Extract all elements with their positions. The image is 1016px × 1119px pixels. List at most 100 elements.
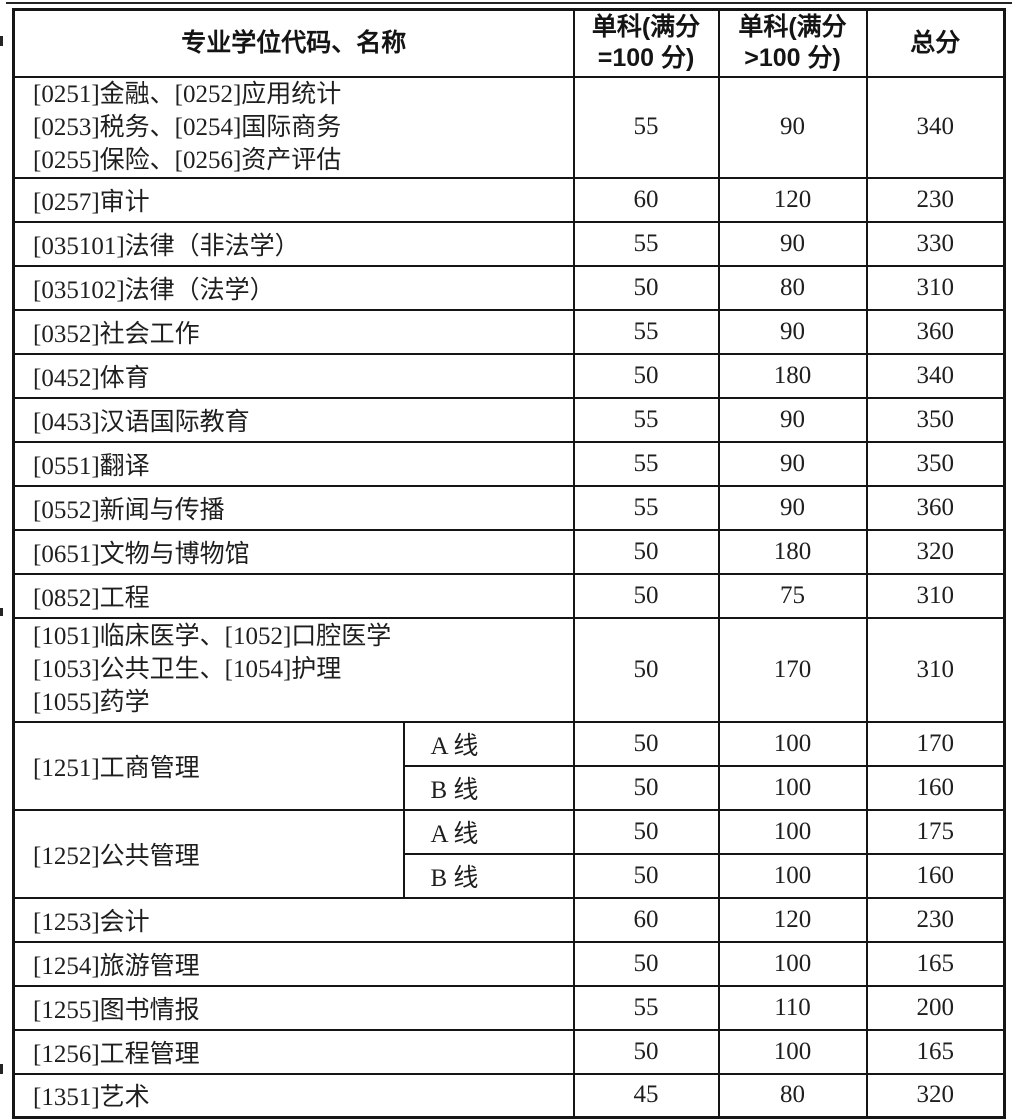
table-row: [035101]法律（非法学） 55 90 330 xyxy=(12,220,1006,267)
degree-name-line: [0253]税务、[0254]国际商务 xyxy=(33,113,342,141)
degree-name-cell: [0257]审计 xyxy=(12,176,575,223)
degree-name-cell: [1255]图书情报 xyxy=(12,984,575,1031)
score-cell-single-gt: 100 xyxy=(717,808,868,855)
score-cell-single-eq: 50 xyxy=(572,616,720,723)
table-row: B 线 50 100 160 xyxy=(14,852,1006,899)
degree-name-line: [1053]公共卫生、[1054]护理 xyxy=(33,656,342,683)
degree-name-cell: [0453]汉语国际教育 xyxy=(12,396,575,443)
score-cell-single-gt: 100 xyxy=(717,940,868,987)
degree-name-cell: [0552]新闻与传播 xyxy=(12,484,575,531)
degree-name-cell: [1051]临床医学、[1052]口腔医学 [1053]公共卫生、[1054]护… xyxy=(12,616,575,723)
score-cell-single-gt: 120 xyxy=(717,896,868,943)
table-row: [1252]公共管理 A 线 50 100 175 xyxy=(12,808,1006,899)
degree-name-line: [0255]保险、[0256]资产评估 xyxy=(33,146,342,174)
score-cell-single-gt: 90 xyxy=(717,220,868,267)
score-cell-single-eq: 50 xyxy=(572,572,720,619)
score-cell-total: 350 xyxy=(865,396,1006,443)
score-cell-single-gt: 180 xyxy=(717,352,868,399)
score-cell-total: 165 xyxy=(865,940,1006,987)
degree-name-line: [0251]金融、[0252]应用统计 xyxy=(33,80,342,108)
score-cell-single-eq: 50 xyxy=(572,852,720,899)
score-cell-single-eq: 55 xyxy=(572,308,720,355)
score-cell-single-gt: 180 xyxy=(717,528,868,575)
score-cell-total: 310 xyxy=(865,572,1006,619)
degree-name-cell: [1252]公共管理 xyxy=(12,808,405,899)
score-cell-single-gt: 120 xyxy=(717,176,868,223)
score-cell-single-gt: 90 xyxy=(717,75,868,179)
degree-name-cell: [1254]旅游管理 xyxy=(12,940,575,987)
table-row: [1253]会计 60 120 230 xyxy=(12,896,1006,943)
score-cell-single-eq: 55 xyxy=(572,984,720,1031)
score-cell-total: 310 xyxy=(865,264,1006,311)
score-cell-total: 330 xyxy=(865,220,1006,267)
score-cell-total: 310 xyxy=(865,616,1006,723)
score-cell-single-gt: 90 xyxy=(717,308,868,355)
score-cell-single-eq: 50 xyxy=(572,264,720,311)
score-cell-single-eq: 50 xyxy=(572,764,720,811)
score-cell-single-gt: 80 xyxy=(717,1072,868,1119)
degree-name-cell: [1253]会计 xyxy=(12,896,575,943)
score-cell-total: 160 xyxy=(865,764,1006,811)
score-line-table: 专业学位代码、名称 单科(满分 =100 分) 单科(满分 >100 分) 总分… xyxy=(12,8,1007,1119)
table-header-row: 专业学位代码、名称 单科(满分 =100 分) 单科(满分 >100 分) 总分 xyxy=(12,8,1006,78)
score-cell-single-gt: 90 xyxy=(717,440,868,487)
line-type-cell: A 线 xyxy=(402,720,575,767)
header-line: 单科(满分 xyxy=(738,13,847,42)
score-cell-single-eq: 50 xyxy=(572,720,720,767)
degree-name-cell: [1256]工程管理 xyxy=(12,1028,575,1075)
scan-artifact-tick xyxy=(0,36,3,46)
score-cell-total: 230 xyxy=(865,896,1006,943)
table-row: [1255]图书情报 55 110 200 xyxy=(12,984,1006,1031)
table-row: B 线 50 100 160 xyxy=(14,764,1006,811)
score-cell-single-gt: 90 xyxy=(717,396,868,443)
table-row: [0257]审计 60 120 230 xyxy=(12,176,1006,223)
table-row: [1351]艺术 45 80 320 xyxy=(12,1072,1006,1119)
header-degree-name: 专业学位代码、名称 xyxy=(12,8,575,78)
score-cell-total: 175 xyxy=(865,808,1006,855)
score-cell-single-eq: 55 xyxy=(572,440,720,487)
score-cell-single-gt: 75 xyxy=(717,572,868,619)
score-cell-total: 160 xyxy=(865,852,1006,899)
header-line: 单科(满分 xyxy=(591,13,701,42)
scan-artifact-tick xyxy=(0,1064,3,1074)
score-cell-single-eq: 55 xyxy=(572,396,720,443)
table-row: [1256]工程管理 50 100 165 xyxy=(12,1028,1006,1075)
header-single-gt-100: 单科(满分 >100 分) xyxy=(717,8,868,78)
score-cell-single-gt: 90 xyxy=(717,484,868,531)
score-cell-total: 360 xyxy=(865,308,1006,355)
degree-name-cell: [0251]金融、[0252]应用统计 [0253]税务、[0254]国际商务 … xyxy=(12,75,575,179)
header-total-score: 总分 xyxy=(865,8,1006,78)
degree-name-cell: [0352]社会工作 xyxy=(12,308,575,355)
table-row: [0452]体育 50 180 340 xyxy=(12,352,1006,399)
score-cell-single-gt: 100 xyxy=(717,1028,868,1075)
score-cell-total: 200 xyxy=(865,984,1006,1031)
table-row: [0251]金融、[0252]应用统计 [0253]税务、[0254]国际商务 … xyxy=(12,75,1006,179)
degree-name-line: [1051]临床医学、[1052]口腔医学 xyxy=(33,623,392,650)
score-cell-total: 340 xyxy=(865,75,1006,179)
score-cell-total: 360 xyxy=(865,484,1006,531)
score-cell-single-gt: 100 xyxy=(717,764,868,811)
line-type-cell: B 线 xyxy=(402,764,575,811)
degree-name-cell: [0551]翻译 xyxy=(12,440,575,487)
score-cell-single-eq: 60 xyxy=(572,896,720,943)
table-row: [0551]翻译 55 90 350 xyxy=(12,440,1006,487)
score-cell-total: 165 xyxy=(865,1028,1006,1075)
score-cell-single-gt: 100 xyxy=(717,852,868,899)
table-row: [0453]汉语国际教育 55 90 350 xyxy=(12,396,1006,443)
score-cell-single-gt: 80 xyxy=(717,264,868,311)
table-row: [1251]工商管理 A 线 50 100 170 xyxy=(12,720,1006,811)
degree-name-cell: [1351]艺术 xyxy=(12,1072,575,1119)
score-cell-single-eq: 50 xyxy=(572,1028,720,1075)
table-row: [1254]旅游管理 50 100 165 xyxy=(12,940,1006,987)
score-cell-single-gt: 170 xyxy=(717,616,868,723)
score-cell-total: 170 xyxy=(865,720,1006,767)
line-type-cell: A 线 xyxy=(402,808,575,855)
table-row: [0552]新闻与传播 55 90 360 xyxy=(12,484,1006,531)
score-cell-single-eq: 55 xyxy=(572,220,720,267)
score-cell-single-eq: 55 xyxy=(572,75,720,179)
degree-name-cell: [0452]体育 xyxy=(12,352,575,399)
score-cell-total: 320 xyxy=(865,1072,1006,1119)
table-row: [0352]社会工作 55 90 360 xyxy=(12,308,1006,355)
scan-artifact-tick xyxy=(0,608,3,616)
